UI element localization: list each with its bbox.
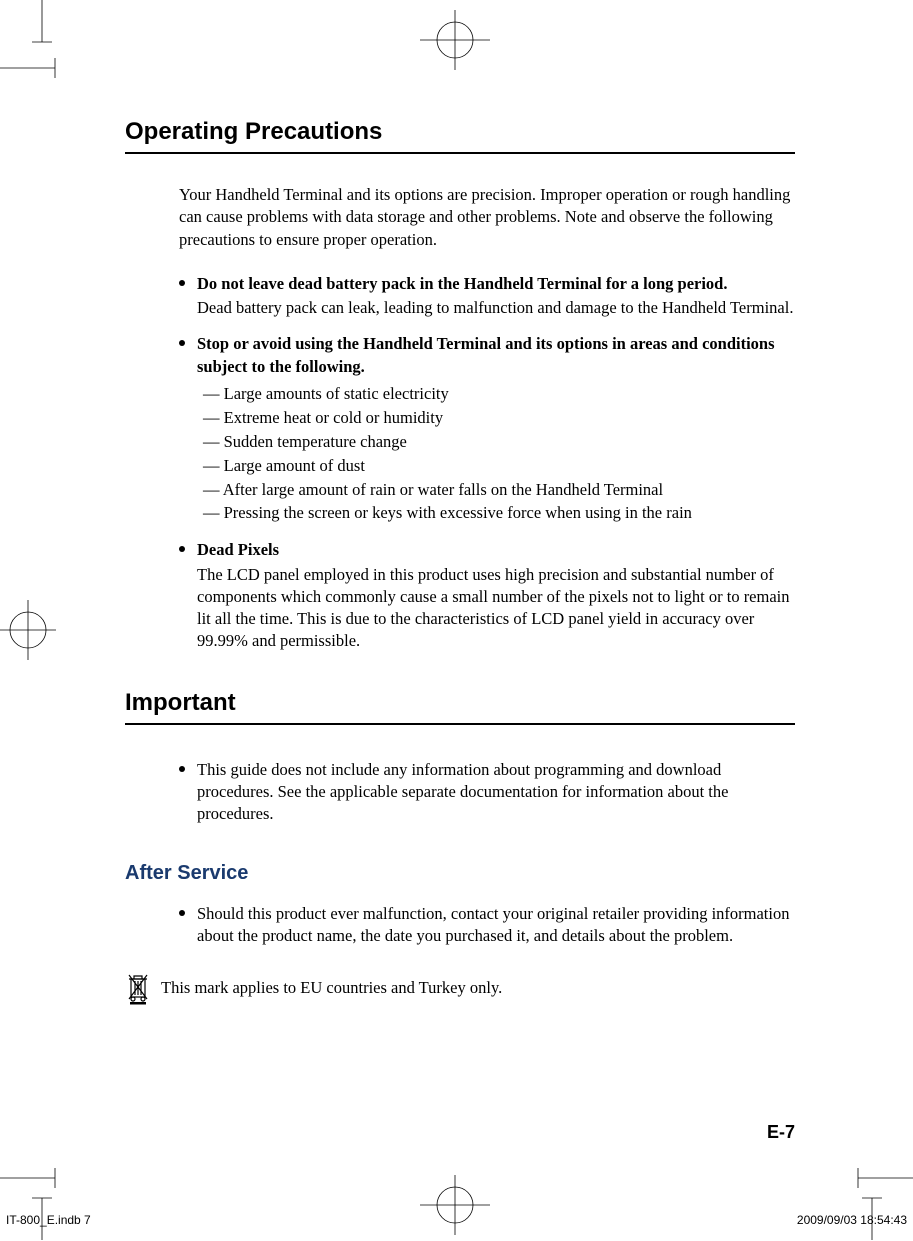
dash-item: Large amount of dust bbox=[197, 454, 795, 478]
weee-text: This mark applies to EU countries and Tu… bbox=[161, 978, 502, 998]
list-item: Do not leave dead battery pack in the Ha… bbox=[179, 273, 795, 320]
item-body: This guide does not include any informat… bbox=[197, 759, 795, 826]
heading-important: Important bbox=[125, 689, 795, 725]
page-number: E-7 bbox=[767, 1122, 795, 1143]
list-item: Should this product ever malfunction, co… bbox=[179, 903, 795, 948]
heading-operating-precautions: Operating Precautions bbox=[125, 118, 795, 154]
bullet-icon bbox=[179, 546, 185, 552]
footer-filename: IT-800_E.indb 7 bbox=[6, 1213, 91, 1227]
list-item: Dead Pixels The LCD panel employed in th… bbox=[179, 539, 795, 652]
item-title: Do not leave dead battery pack in the Ha… bbox=[197, 273, 795, 295]
bullet-icon bbox=[179, 766, 185, 772]
precautions-list: Do not leave dead battery pack in the Ha… bbox=[179, 273, 795, 653]
item-title: Stop or avoid using the Handheld Termina… bbox=[197, 333, 795, 378]
after-service-list: Should this product ever malfunction, co… bbox=[179, 903, 795, 948]
bullet-icon bbox=[179, 340, 185, 346]
conditions-list: Large amounts of static electricity Extr… bbox=[197, 382, 795, 526]
bullet-icon bbox=[179, 910, 185, 916]
intro-paragraph: Your Handheld Terminal and its options a… bbox=[179, 184, 795, 251]
dash-item: Pressing the screen or keys with excessi… bbox=[197, 501, 795, 525]
item-title: Dead Pixels bbox=[197, 539, 795, 561]
item-body: The LCD panel employed in this product u… bbox=[197, 564, 795, 653]
dash-item: Large amounts of static electricity bbox=[197, 382, 795, 406]
important-list: This guide does not include any informat… bbox=[179, 759, 795, 826]
dash-item: After large amount of rain or water fall… bbox=[197, 478, 795, 502]
weee-notice: This mark applies to EU countries and Tu… bbox=[125, 971, 795, 1005]
dash-item: Sudden temperature change bbox=[197, 430, 795, 454]
item-body: Should this product ever malfunction, co… bbox=[197, 903, 795, 948]
item-body: Dead battery pack can leak, leading to m… bbox=[197, 297, 795, 319]
page-content: Operating Precautions Your Handheld Term… bbox=[125, 118, 795, 1005]
weee-bin-icon bbox=[125, 971, 151, 1005]
bullet-icon bbox=[179, 280, 185, 286]
heading-after-service: After Service bbox=[125, 862, 795, 885]
dash-item: Extreme heat or cold or humidity bbox=[197, 406, 795, 430]
list-item: This guide does not include any informat… bbox=[179, 759, 795, 826]
list-item: Stop or avoid using the Handheld Termina… bbox=[179, 333, 795, 525]
footer-timestamp: 2009/09/03 18:54:43 bbox=[797, 1213, 907, 1227]
